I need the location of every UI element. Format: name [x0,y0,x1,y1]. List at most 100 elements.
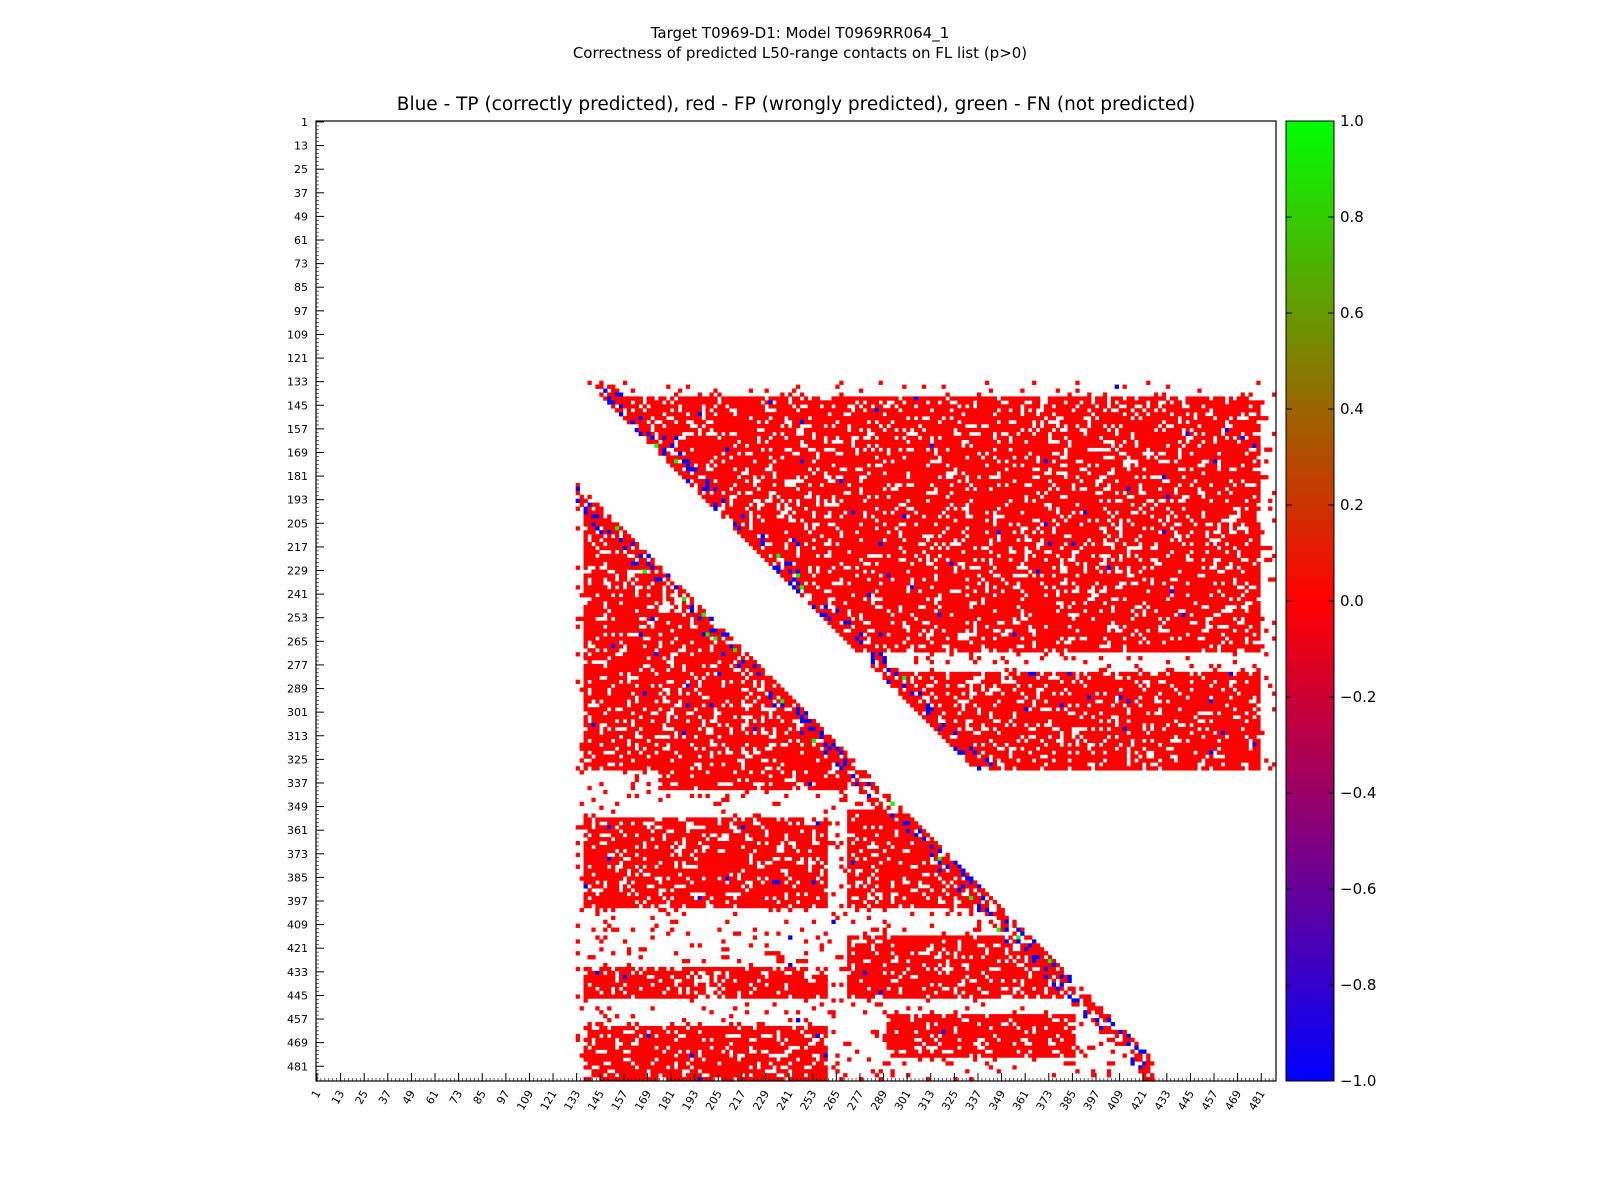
contact-cell [1095,498,1100,503]
contact-cell [917,494,923,500]
contact-cell [851,541,856,547]
contact-cell [858,498,864,503]
contact-cell [1071,451,1076,456]
contact-cell [976,530,982,535]
contact-cell [858,408,864,413]
contact-cell [878,486,883,492]
contact-cell [953,486,958,492]
contact-cell [1118,549,1123,555]
contact-cell [1240,538,1245,543]
contact-cell [1209,479,1214,484]
contact-cell [772,447,777,452]
contact-cell [866,455,872,460]
contact-cell [988,553,994,559]
contact-cell [1189,545,1194,551]
contact-cell [788,549,793,555]
contact-cell [1000,423,1005,429]
contact-cell [1122,538,1127,543]
contact-cell [1220,486,1226,492]
contact-cell [835,455,840,460]
contact-cell [642,431,647,437]
contact-cell [886,408,891,413]
contact-cell [1075,522,1080,527]
contact-cell [666,412,671,417]
contact-cell [1110,482,1116,488]
contact-cell [1008,443,1013,448]
contact-cell [874,404,879,409]
contact-cell [1201,423,1206,429]
contact-cell [1095,455,1100,460]
contact-cell [906,400,911,405]
contact-cell [1181,526,1186,531]
contact-cell [685,435,691,441]
contact-cell [1232,463,1237,468]
contact-cell [615,522,620,527]
contact-cell [1209,534,1214,539]
contact-cell [1193,514,1198,519]
contact-cell [721,400,726,405]
contact-cell [1043,475,1049,480]
contact-cell [1055,388,1060,393]
contact-cell [866,498,872,503]
contact-cell [1173,518,1178,523]
contact-cell [752,538,757,543]
contact-cell [788,526,793,531]
contact-cell [701,451,706,456]
contact-cell [1004,522,1009,527]
contact-cell [1000,526,1005,531]
contact-cell [729,447,734,452]
contact-cell [685,408,691,413]
contact-cell [1209,545,1214,551]
contact-cell [953,459,958,464]
contact-cell [1213,427,1218,433]
contact-cell [992,463,997,468]
contact-cell [1161,416,1167,421]
contact-cell [1216,420,1222,425]
contact-cell [1169,494,1175,500]
contact-cell [961,400,966,405]
contact-cell [1047,427,1053,433]
contact-cell [819,506,824,511]
contact-cell [1079,408,1084,413]
contact-cell [1232,471,1237,476]
contact-cell [796,538,801,543]
contact-cell [1248,435,1253,441]
contact-cell [969,439,974,444]
contact-cell [1138,514,1143,519]
contact-cell [1150,412,1155,417]
contact-cell [929,423,935,429]
contact-cell [1232,490,1237,496]
contact-cell [713,494,718,500]
contact-cell [980,435,986,441]
contact-cell [1232,416,1237,421]
contact-cell [1043,467,1049,472]
contact-cell [937,471,942,476]
contact-cell [953,423,958,429]
contact-cell [1181,412,1186,417]
contact-cell [973,475,978,480]
contact-cell [1114,459,1119,464]
contact-cell [1114,522,1119,527]
contact-cell [1216,541,1222,547]
contact-cell [1020,549,1025,555]
contact-cell [697,451,702,456]
contact-cell [984,439,990,444]
contact-cell [937,447,942,452]
contact-cell [748,530,754,535]
contact-cell [882,447,887,452]
contact-cell [1020,545,1025,551]
contact-cell [953,549,958,555]
contact-cell [882,463,887,468]
contact-cell [1036,471,1041,476]
contact-cell [906,545,911,551]
contact-cell [973,435,978,441]
contact-cell [1181,549,1186,555]
contact-cell [894,530,899,535]
contact-cell [890,530,895,535]
contact-cell [650,408,655,413]
contact-cell [1146,435,1151,441]
contact-cell [1193,463,1198,468]
contact-cell [768,443,773,448]
contact-cell [1126,451,1131,456]
contact-cell [776,538,781,543]
